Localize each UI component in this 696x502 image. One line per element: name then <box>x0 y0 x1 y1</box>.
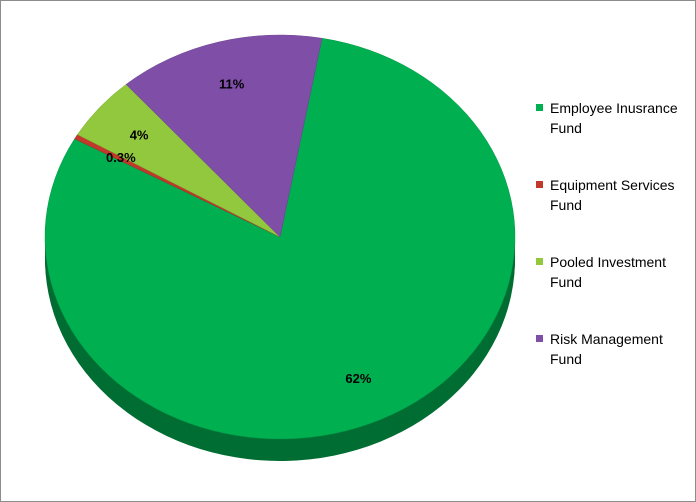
legend-item: Employee Inusrance Fund <box>532 98 692 175</box>
legend-label: Equipment Services Fund <box>550 177 675 213</box>
legend-item: Pooled Investment Fund <box>532 252 692 329</box>
data-label: 0.3% <box>106 150 136 165</box>
legend-swatch <box>536 104 543 111</box>
legend-swatch <box>536 335 543 342</box>
legend: Employee Inusrance Fund Equipment Service… <box>532 98 692 406</box>
legend-label: Pooled Investment Fund <box>550 254 666 290</box>
data-label: 62% <box>345 371 371 386</box>
legend-label: Risk Management Fund <box>550 331 663 367</box>
data-label: 11% <box>219 76 245 91</box>
legend-swatch <box>536 258 543 265</box>
legend-swatch <box>536 181 543 188</box>
legend-label: Employee Inusrance Fund <box>550 100 678 136</box>
slice <box>44 37 516 440</box>
slice <box>125 34 323 238</box>
data-label: 4% <box>130 128 149 143</box>
legend-item: Equipment Services Fund <box>532 175 692 252</box>
legend-item: Risk Management Fund <box>532 329 692 406</box>
